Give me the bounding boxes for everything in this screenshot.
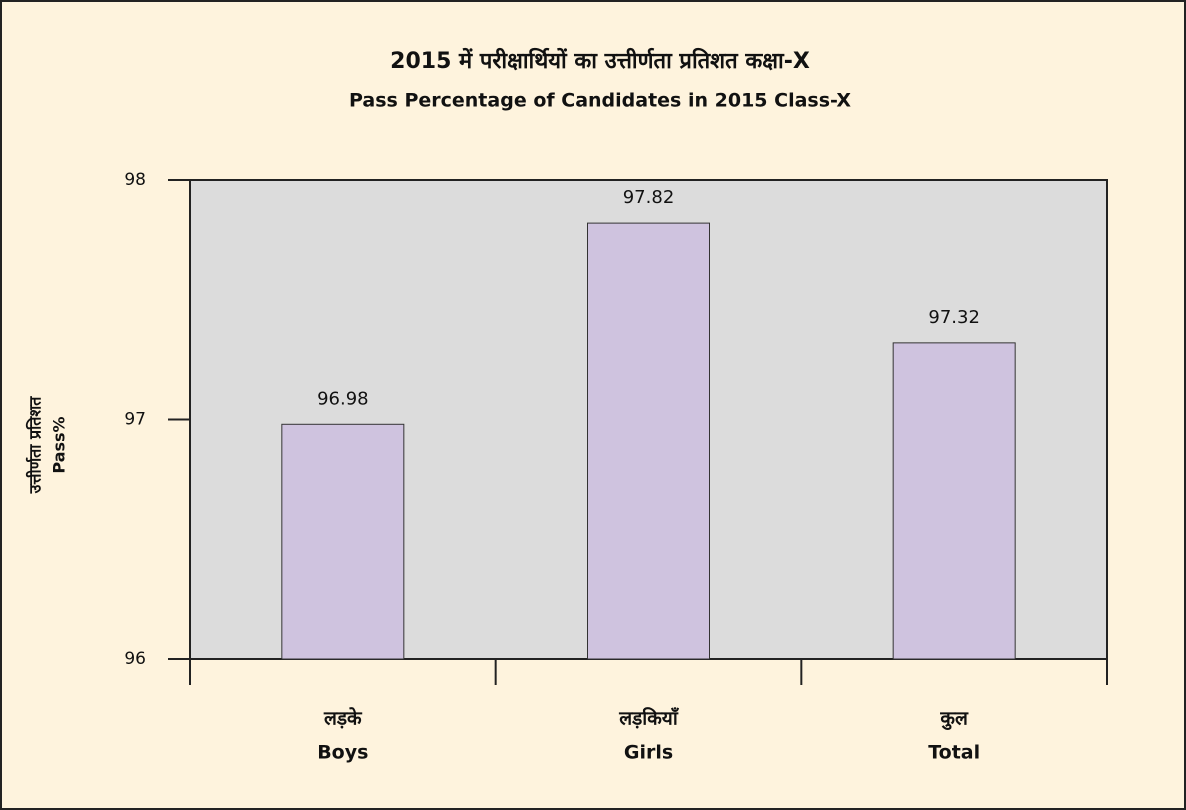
x-tick-label: Boys: [317, 742, 368, 764]
bar: [892, 342, 1016, 660]
x-tick-label: लड़के: [323, 707, 363, 730]
value-label: 97.82: [623, 187, 675, 208]
x-tick-label: Girls: [624, 742, 673, 764]
x-tick-label: कुल: [939, 708, 969, 731]
y-axis-label: उत्तीर्णता प्रतिशत: [26, 396, 45, 495]
value-label: 97.32: [928, 307, 980, 328]
x-tick-label: Total: [928, 742, 980, 764]
chart-subtitle: Pass Percentage of Candidates in 2015 Cl…: [349, 90, 851, 112]
y-axis-label: Pass%: [50, 416, 69, 473]
bar: [587, 222, 710, 660]
y-tick-label: 98: [124, 170, 146, 190]
bar: [281, 423, 405, 660]
value-label: 96.98: [317, 388, 369, 409]
y-tick-label: 96: [124, 649, 146, 669]
x-tick-label: लड़कियाँ: [618, 707, 680, 730]
y-tick-label: 97: [124, 410, 146, 430]
chart-title: 2015 में परीक्षार्थियों का उत्तीर्णता प्…: [390, 47, 810, 74]
